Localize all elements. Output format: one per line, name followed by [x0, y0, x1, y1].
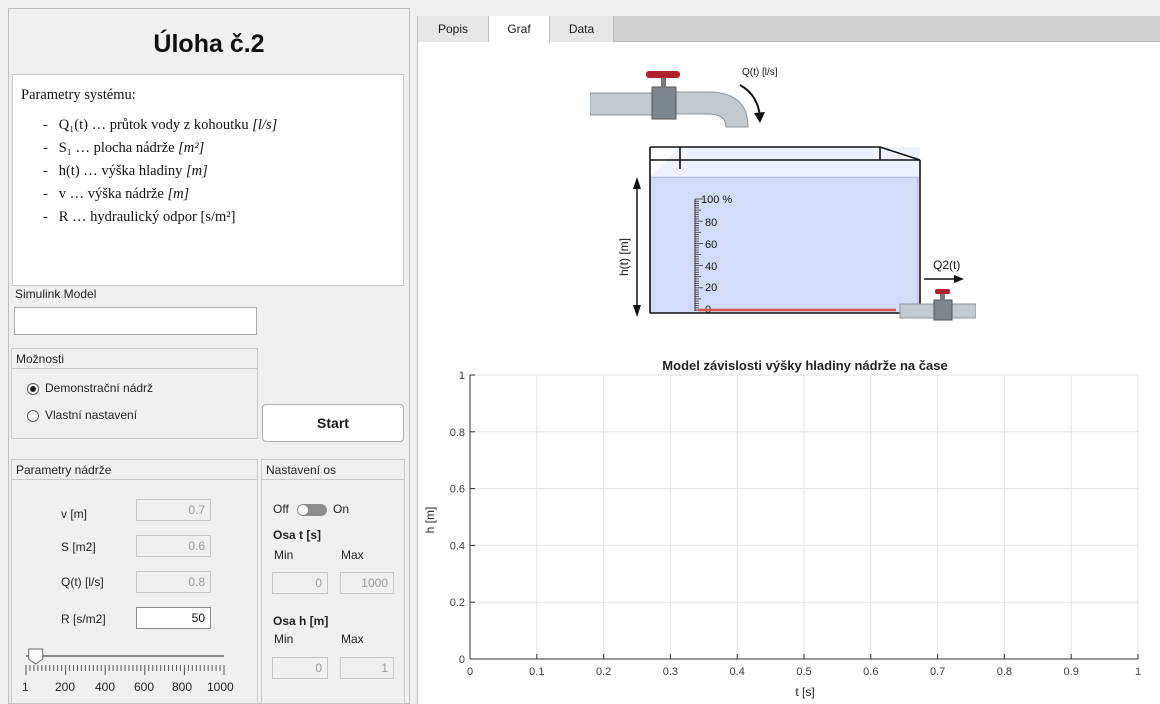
tab-graf[interactable]: Graf — [489, 16, 550, 43]
h-max-field[interactable]: 1 — [340, 657, 394, 679]
x-tick-label: 1 — [1135, 666, 1141, 678]
param-item: - h(t) … výška hladiny [m] — [43, 163, 208, 179]
x-tick-label: 0 — [467, 666, 473, 678]
tank-params-title: Parametry nádrže — [12, 460, 257, 480]
slider-thumb[interactable] — [28, 648, 44, 665]
axes — [469, 374, 1139, 660]
radio-demo-tank-label[interactable]: Demonstrační nádrž — [45, 381, 154, 395]
y-tick-label: 0.4 — [450, 540, 465, 552]
x-tick-label: 0.7 — [930, 666, 945, 678]
grid-lines — [469, 374, 1139, 660]
y-tick-label: 0.6 — [450, 484, 465, 496]
slider-label: 1 — [22, 680, 29, 694]
axes-toggle-switch[interactable] — [297, 504, 327, 516]
task-title: Úloha č.2 — [153, 30, 265, 58]
simulink-model-input[interactable] — [14, 307, 257, 335]
simulink-label: Simulink Model — [15, 287, 97, 301]
q-field[interactable]: 0.8 — [136, 571, 211, 593]
x-axis-label: t [s] — [795, 685, 814, 699]
x-tick-label: 0.5 — [796, 666, 811, 678]
t-min-field[interactable]: 0 — [272, 572, 328, 594]
h-min-label: Min — [274, 632, 294, 646]
param-item: - R … hydraulický odpor [s/m²] — [43, 209, 236, 225]
t-max-label: Max — [341, 548, 364, 562]
y-tick-label: 0.8 — [450, 427, 465, 439]
tank-illustration: Q(t) [l/s] 100 % 80 60 40 20 0 h(t) [m] … — [590, 47, 976, 337]
v-field[interactable]: 0.7 — [136, 499, 211, 521]
x-tick-label: 0.8 — [997, 666, 1012, 678]
y-tick-label: 0 — [459, 654, 465, 666]
axis-h-heading: Osa h [m] — [273, 614, 329, 628]
slider-label: 400 — [95, 680, 116, 694]
x-tick-label: 0.9 — [1064, 666, 1079, 678]
x-tick-label: 0.4 — [730, 666, 745, 678]
scale-label: 100 % — [701, 194, 732, 206]
axis-t-heading: Osa t [s] — [273, 528, 322, 542]
x-tick-label: 0.2 — [596, 666, 611, 678]
radio-custom-settings-label[interactable]: Vlastní nastavení — [45, 408, 138, 422]
toggle-on-label: On — [333, 502, 350, 516]
height-time-chart: Model závislosti výšky hladiny nádrže na… — [423, 358, 1141, 699]
options-title: Možnosti — [12, 349, 257, 369]
slider-label: 200 — [55, 680, 76, 694]
scale-label: 40 — [705, 261, 717, 273]
h-max-label: Max — [341, 632, 364, 646]
slider-label: 1000 — [207, 680, 234, 694]
r-slider[interactable] — [18, 645, 248, 695]
field-label-r: R [s/m2] — [61, 612, 106, 626]
options-panel: Možnosti — [11, 348, 258, 439]
tank-params-panel: Parametry nádrže — [11, 459, 258, 704]
outflow-valve-icon — [935, 289, 950, 294]
scale-label: 20 — [705, 282, 717, 294]
slider-ticks — [25, 665, 225, 675]
field-label-v: v [m] — [61, 507, 87, 521]
y-tick-label: 0.2 — [450, 597, 465, 609]
axes-settings-title: Nastavení os — [262, 460, 404, 480]
q-out-label: Q2(t) — [933, 258, 960, 272]
param-item: - v … výška nádrže [m] — [43, 186, 190, 202]
params-description: Parametry systému: - Q₁(t) … průtok vody… — [12, 74, 404, 286]
radio-demo-tank[interactable] — [27, 383, 39, 395]
tab-data[interactable]: Data — [550, 16, 614, 42]
param-item: - Q₁(t) … průtok vody z kohoutku [l/s] — [43, 117, 278, 133]
r-field[interactable]: 50 — [136, 607, 211, 629]
y-tick-labels: 0 0.2 0.4 0.6 0.8 1 — [450, 370, 465, 666]
h-min-field[interactable]: 0 — [272, 657, 328, 679]
toggle-off-label: Off — [273, 502, 289, 516]
x-tick-label: 0.1 — [529, 666, 544, 678]
inflow-valve-icon — [646, 71, 680, 78]
field-label-s: S [m2] — [61, 540, 96, 554]
toggle-knob — [298, 505, 308, 515]
field-label-q: Q(t) [l/s] — [61, 575, 104, 589]
q-in-label: Q(t) [l/s] — [742, 67, 778, 78]
tab-bar: Popis Graf Data — [418, 16, 1160, 43]
t-max-field[interactable]: 1000 — [340, 572, 394, 594]
scale-ticks — [695, 198, 703, 311]
chart-title: Model závislosti výšky hladiny nádrže na… — [662, 358, 947, 373]
x-tick-label: 0.6 — [863, 666, 878, 678]
y-axis-label: h [m] — [423, 507, 437, 534]
slider-label: 600 — [134, 680, 155, 694]
start-button[interactable]: Start — [262, 404, 404, 442]
t-min-label: Min — [274, 548, 294, 562]
scale-label: 80 — [705, 217, 717, 229]
tab-popis[interactable]: Popis — [418, 16, 489, 42]
h-label: h(t) [m] — [617, 238, 631, 276]
slider-label: 800 — [172, 680, 193, 694]
params-list: - Q₁(t) … průtok vody z kohoutku [l/s] -… — [43, 117, 277, 232]
params-heading: Parametry systému: — [21, 87, 136, 103]
radio-custom-settings[interactable] — [27, 410, 39, 422]
x-tick-label: 0.3 — [663, 666, 678, 678]
scale-label: 60 — [705, 239, 717, 251]
param-item: - S₁ … plocha nádrže [m²] — [43, 140, 205, 156]
y-tick-label: 1 — [459, 370, 465, 382]
x-tick-labels: 0 0.1 0.2 0.3 0.4 0.5 0.6 0.7 0.8 0.9 1 — [467, 666, 1141, 678]
s-field[interactable]: 0.6 — [136, 535, 211, 557]
